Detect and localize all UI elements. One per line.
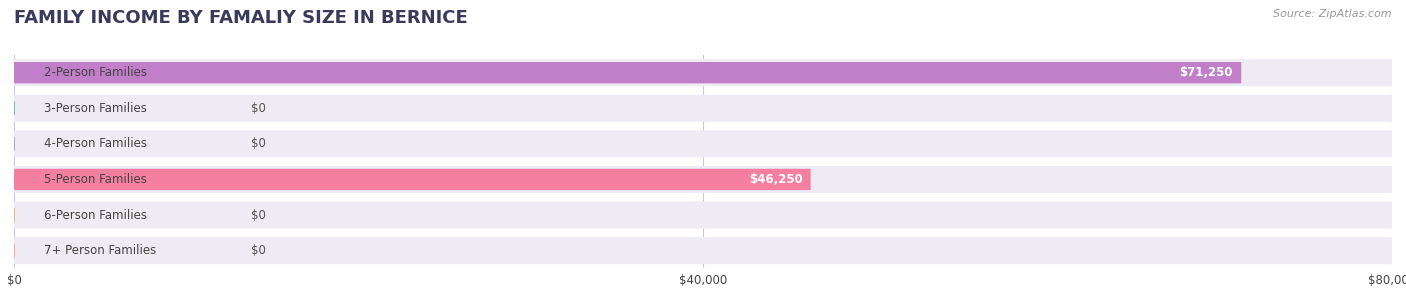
Text: 7+ Person Families: 7+ Person Families	[45, 244, 156, 257]
Text: $0: $0	[252, 209, 266, 221]
Text: 2-Person Families: 2-Person Families	[45, 66, 148, 79]
FancyBboxPatch shape	[14, 130, 1392, 157]
FancyBboxPatch shape	[14, 59, 1392, 86]
Text: $71,250: $71,250	[1180, 66, 1233, 79]
Text: $0: $0	[252, 244, 266, 257]
Text: $0: $0	[252, 137, 266, 150]
Text: 3-Person Families: 3-Person Families	[45, 102, 148, 115]
Text: 5-Person Families: 5-Person Families	[45, 173, 148, 186]
Text: $0: $0	[252, 102, 266, 115]
FancyBboxPatch shape	[14, 95, 1392, 122]
FancyBboxPatch shape	[14, 169, 811, 190]
Text: 4-Person Families: 4-Person Families	[45, 137, 148, 150]
FancyBboxPatch shape	[14, 237, 1392, 264]
Text: Source: ZipAtlas.com: Source: ZipAtlas.com	[1274, 9, 1392, 19]
FancyBboxPatch shape	[14, 166, 1392, 193]
Text: FAMILY INCOME BY FAMALIY SIZE IN BERNICE: FAMILY INCOME BY FAMALIY SIZE IN BERNICE	[14, 9, 468, 27]
Text: $46,250: $46,250	[748, 173, 803, 186]
FancyBboxPatch shape	[14, 202, 1392, 228]
FancyBboxPatch shape	[14, 62, 1241, 83]
Text: 6-Person Families: 6-Person Families	[45, 209, 148, 221]
